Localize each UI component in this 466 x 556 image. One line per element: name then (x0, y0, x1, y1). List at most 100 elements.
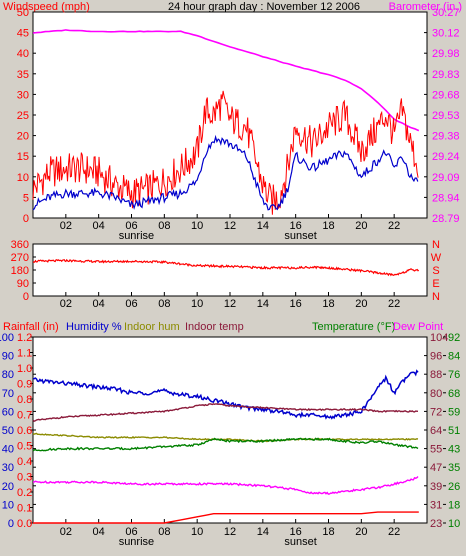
humidity-y-tick-label-0: 0 (8, 518, 14, 530)
wind-gust-series-line (32, 90, 419, 215)
direction-x-tick-label-10: 10 (191, 298, 203, 310)
temp-inner-y-tick-label-7: 68 (448, 388, 460, 400)
direction-x-tick-label-16: 16 (290, 298, 302, 310)
direction-left-y-tick-label-0: 0 (23, 291, 29, 303)
rainfall-y-tick-label-3: 0.3 (17, 472, 32, 484)
chart-title: 24 hour graph day : November 12 2006 (168, 1, 360, 13)
temps-x-tick-label-16: 16 (290, 526, 302, 538)
rainfall-y-tick-label-6: 0.6 (17, 425, 32, 437)
indoor-temp-series-line (32, 403, 419, 422)
temp-inner-y-tick-label-10: 92 (448, 332, 460, 344)
wind-right-y-tick-label-1: 28.94 (432, 192, 460, 204)
rainfall-y-tick-label-8: 0.8 (17, 394, 32, 406)
wind-right-y-tick-label-9: 30.12 (432, 28, 460, 40)
humidity-series-line (33, 369, 419, 420)
temp-inner-y-tick-label-5: 51 (448, 425, 460, 437)
wind-right-y-tick-label-10: 30.27 (432, 7, 460, 19)
direction-left-y-tick-label-3: 270 (11, 252, 29, 264)
humidity-y-tick-label-7: 70 (2, 388, 14, 400)
direction-x-tick-label-04: 04 (93, 298, 105, 310)
direction-x-tick-label-14: 14 (257, 298, 269, 310)
wind-x-tick-label-12: 12 (224, 220, 236, 232)
compass-tick-label-3: W (431, 252, 442, 264)
temps-x-tick-label-14: 14 (257, 526, 269, 538)
temp-outer-y-tick-label-4: 55 (430, 444, 442, 456)
wind-left-y-tick-label-5: 25 (17, 110, 29, 122)
wind-x-tick-label-06: 06 (125, 220, 137, 232)
humidity-y-tick-label-2: 20 (2, 481, 14, 493)
wind-left-y-tick-label-2: 10 (17, 172, 29, 184)
direction-x-tick-label-12: 12 (224, 298, 236, 310)
wind-right-y-tick-label-4: 29.38 (432, 131, 460, 143)
compass-tick-label-2: S (432, 265, 439, 277)
wind-left-y-tick-label-1: 5 (23, 192, 29, 204)
rainfall-y-tick-label-1: 0.1 (17, 503, 32, 515)
temp-inner-y-tick-label-9: 84 (448, 351, 460, 363)
humidity-y-tick-label-10: 100 (0, 332, 14, 344)
wind-right-y-tick-label-8: 29.98 (432, 48, 460, 60)
temps-x-tick-label-12: 12 (224, 526, 236, 538)
wind-x-tick-label-20: 20 (355, 220, 367, 232)
direction-x-tick-label-02: 02 (60, 298, 72, 310)
direction-x-tick-label-20: 20 (355, 298, 367, 310)
temp-outer-y-tick-label-7: 80 (430, 388, 442, 400)
temp-outer-y-tick-label-9: 96 (430, 351, 442, 363)
wind-x-tick-label-22: 22 (388, 220, 400, 232)
direction-left-y-tick-label-4: 360 (11, 239, 29, 251)
barometer-series-line (32, 29, 420, 132)
temps-x-tick-label-22: 22 (388, 526, 400, 538)
temp-outer-y-tick-label-0: 23 (430, 518, 442, 530)
direction-x-tick-label-18: 18 (322, 298, 334, 310)
sunset-annotation-wind: sunset (284, 230, 316, 242)
humidity-y-tick-label-8: 80 (2, 369, 14, 381)
temps-x-tick-label-10: 10 (191, 526, 203, 538)
rainfall-y-tick-label-11: 1.1 (17, 348, 32, 360)
rainfall-series-line (33, 511, 419, 524)
wind-average-series-line (32, 134, 419, 211)
rainfall-y-tick-label-7: 0.7 (17, 410, 32, 422)
humidity-y-tick-label-3: 30 (2, 462, 14, 474)
rainfall-y-tick-label-0: 0.0 (17, 518, 32, 530)
temps-x-tick-label-20: 20 (355, 526, 367, 538)
wind-left-y-tick-label-7: 35 (17, 69, 29, 81)
temp-outer-y-tick-label-5: 64 (430, 425, 442, 437)
humidity-y-tick-label-5: 50 (2, 425, 14, 437)
wind-x-tick-label-04: 04 (93, 220, 105, 232)
temp-inner-y-tick-label-6: 59 (448, 406, 460, 418)
temp-outer-y-tick-label-2: 39 (430, 481, 442, 493)
compass-tick-label-0: N (432, 291, 440, 303)
rainfall-y-tick-label-5: 0.5 (17, 441, 32, 453)
temps-x-tick-label-06: 06 (125, 526, 137, 538)
temp-outer-y-tick-label-3: 47 (430, 462, 442, 474)
wind-left-y-tick-label-6: 30 (17, 89, 29, 101)
wind-left-y-tick-label-4: 20 (17, 131, 29, 143)
wind-left-y-tick-label-0: 0 (23, 213, 29, 225)
rainfall-y-tick-label-4: 0.4 (17, 456, 32, 468)
rainfall-y-tick-label-10: 1.0 (17, 363, 32, 375)
windspeed-axis-label: Windspeed (mph) (3, 1, 90, 13)
barometer-axis-label: Barometer (in.) (389, 1, 462, 13)
wind-right-y-tick-label-2: 29.09 (432, 172, 460, 184)
temp-outer-y-tick-label-10: 104 (430, 332, 448, 344)
indoor-humidity-legend-label: Indoor hum (124, 321, 180, 333)
sunset-annotation-temps: sunset (284, 536, 316, 548)
wind-x-tick-label-14: 14 (257, 220, 269, 232)
temp-inner-y-tick-label-0: 10 (448, 518, 460, 530)
direction-x-tick-label-08: 08 (158, 298, 170, 310)
wind-x-tick-label-08: 08 (158, 220, 170, 232)
humidity-y-tick-label-9: 90 (2, 351, 14, 363)
wind-x-tick-label-10: 10 (191, 220, 203, 232)
temperature-series-line (32, 437, 419, 452)
wind-right-y-tick-label-7: 29.83 (432, 69, 460, 81)
humidity-y-tick-label-6: 60 (2, 406, 14, 418)
humidity-legend-label: Humidity % (66, 321, 122, 333)
direction-x-tick-label-06: 06 (125, 298, 137, 310)
direction-left-y-tick-label-2: 180 (11, 265, 29, 277)
temp-inner-y-tick-label-2: 26 (448, 481, 460, 493)
temps-x-tick-label-08: 08 (158, 526, 170, 538)
dew-point-legend-label: Dew Point (393, 321, 443, 333)
temps-x-tick-label-04: 04 (93, 526, 105, 538)
wind-x-tick-label-18: 18 (322, 220, 334, 232)
